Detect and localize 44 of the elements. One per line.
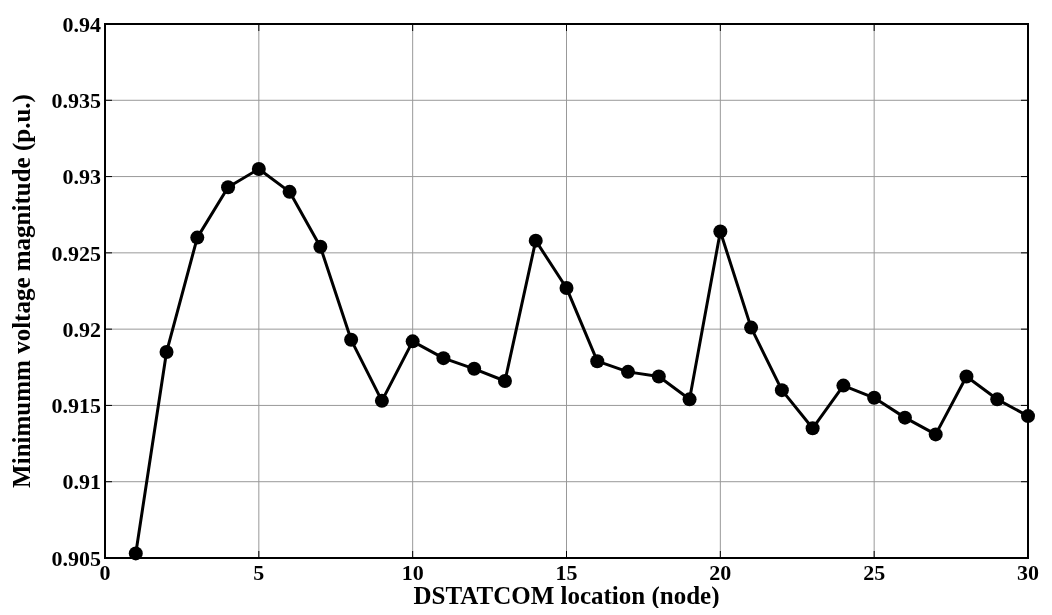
point (867, 390, 882, 405)
point (959, 369, 974, 384)
point (159, 345, 174, 360)
x-tick-label: 10 (401, 560, 424, 585)
y-tick-label: 0.925 (51, 240, 101, 266)
point (590, 354, 605, 369)
point (497, 374, 512, 389)
point (559, 280, 574, 295)
x-tick-label: 20 (709, 560, 732, 585)
point (928, 427, 943, 442)
point (621, 364, 636, 379)
x-tick-label: 30 (1017, 560, 1039, 585)
y-axis-title: Minimumm voltage magnitude (p.u.) (8, 94, 36, 488)
point (467, 361, 482, 376)
point (836, 378, 851, 393)
point (251, 161, 266, 176)
y-tick-label: 0.935 (51, 87, 101, 113)
point (805, 421, 820, 436)
point (344, 332, 359, 347)
point (282, 184, 297, 199)
x-tick-label: 25 (863, 560, 886, 585)
y-tick-label: 0.905 (51, 545, 101, 571)
x-tick-label: 15 (555, 560, 578, 585)
y-tick-label: 0.93 (62, 164, 101, 190)
point (313, 239, 328, 254)
y-tick-label: 0.915 (51, 393, 101, 419)
point (221, 180, 236, 195)
x-tick-label: 0 (99, 560, 111, 585)
point (374, 393, 389, 408)
point (897, 410, 912, 425)
y-tick-label: 0.92 (62, 316, 101, 342)
point (528, 233, 543, 248)
point (990, 392, 1005, 407)
point (713, 224, 728, 239)
point (405, 334, 420, 349)
point (651, 369, 666, 384)
point (190, 230, 205, 245)
x-tick-label: 5 (253, 560, 265, 585)
point (682, 392, 697, 407)
point (436, 351, 451, 366)
point (744, 320, 759, 335)
point (774, 383, 789, 398)
y-tick-label: 0.91 (62, 469, 101, 495)
y-tick-label: 0.94 (62, 11, 101, 37)
